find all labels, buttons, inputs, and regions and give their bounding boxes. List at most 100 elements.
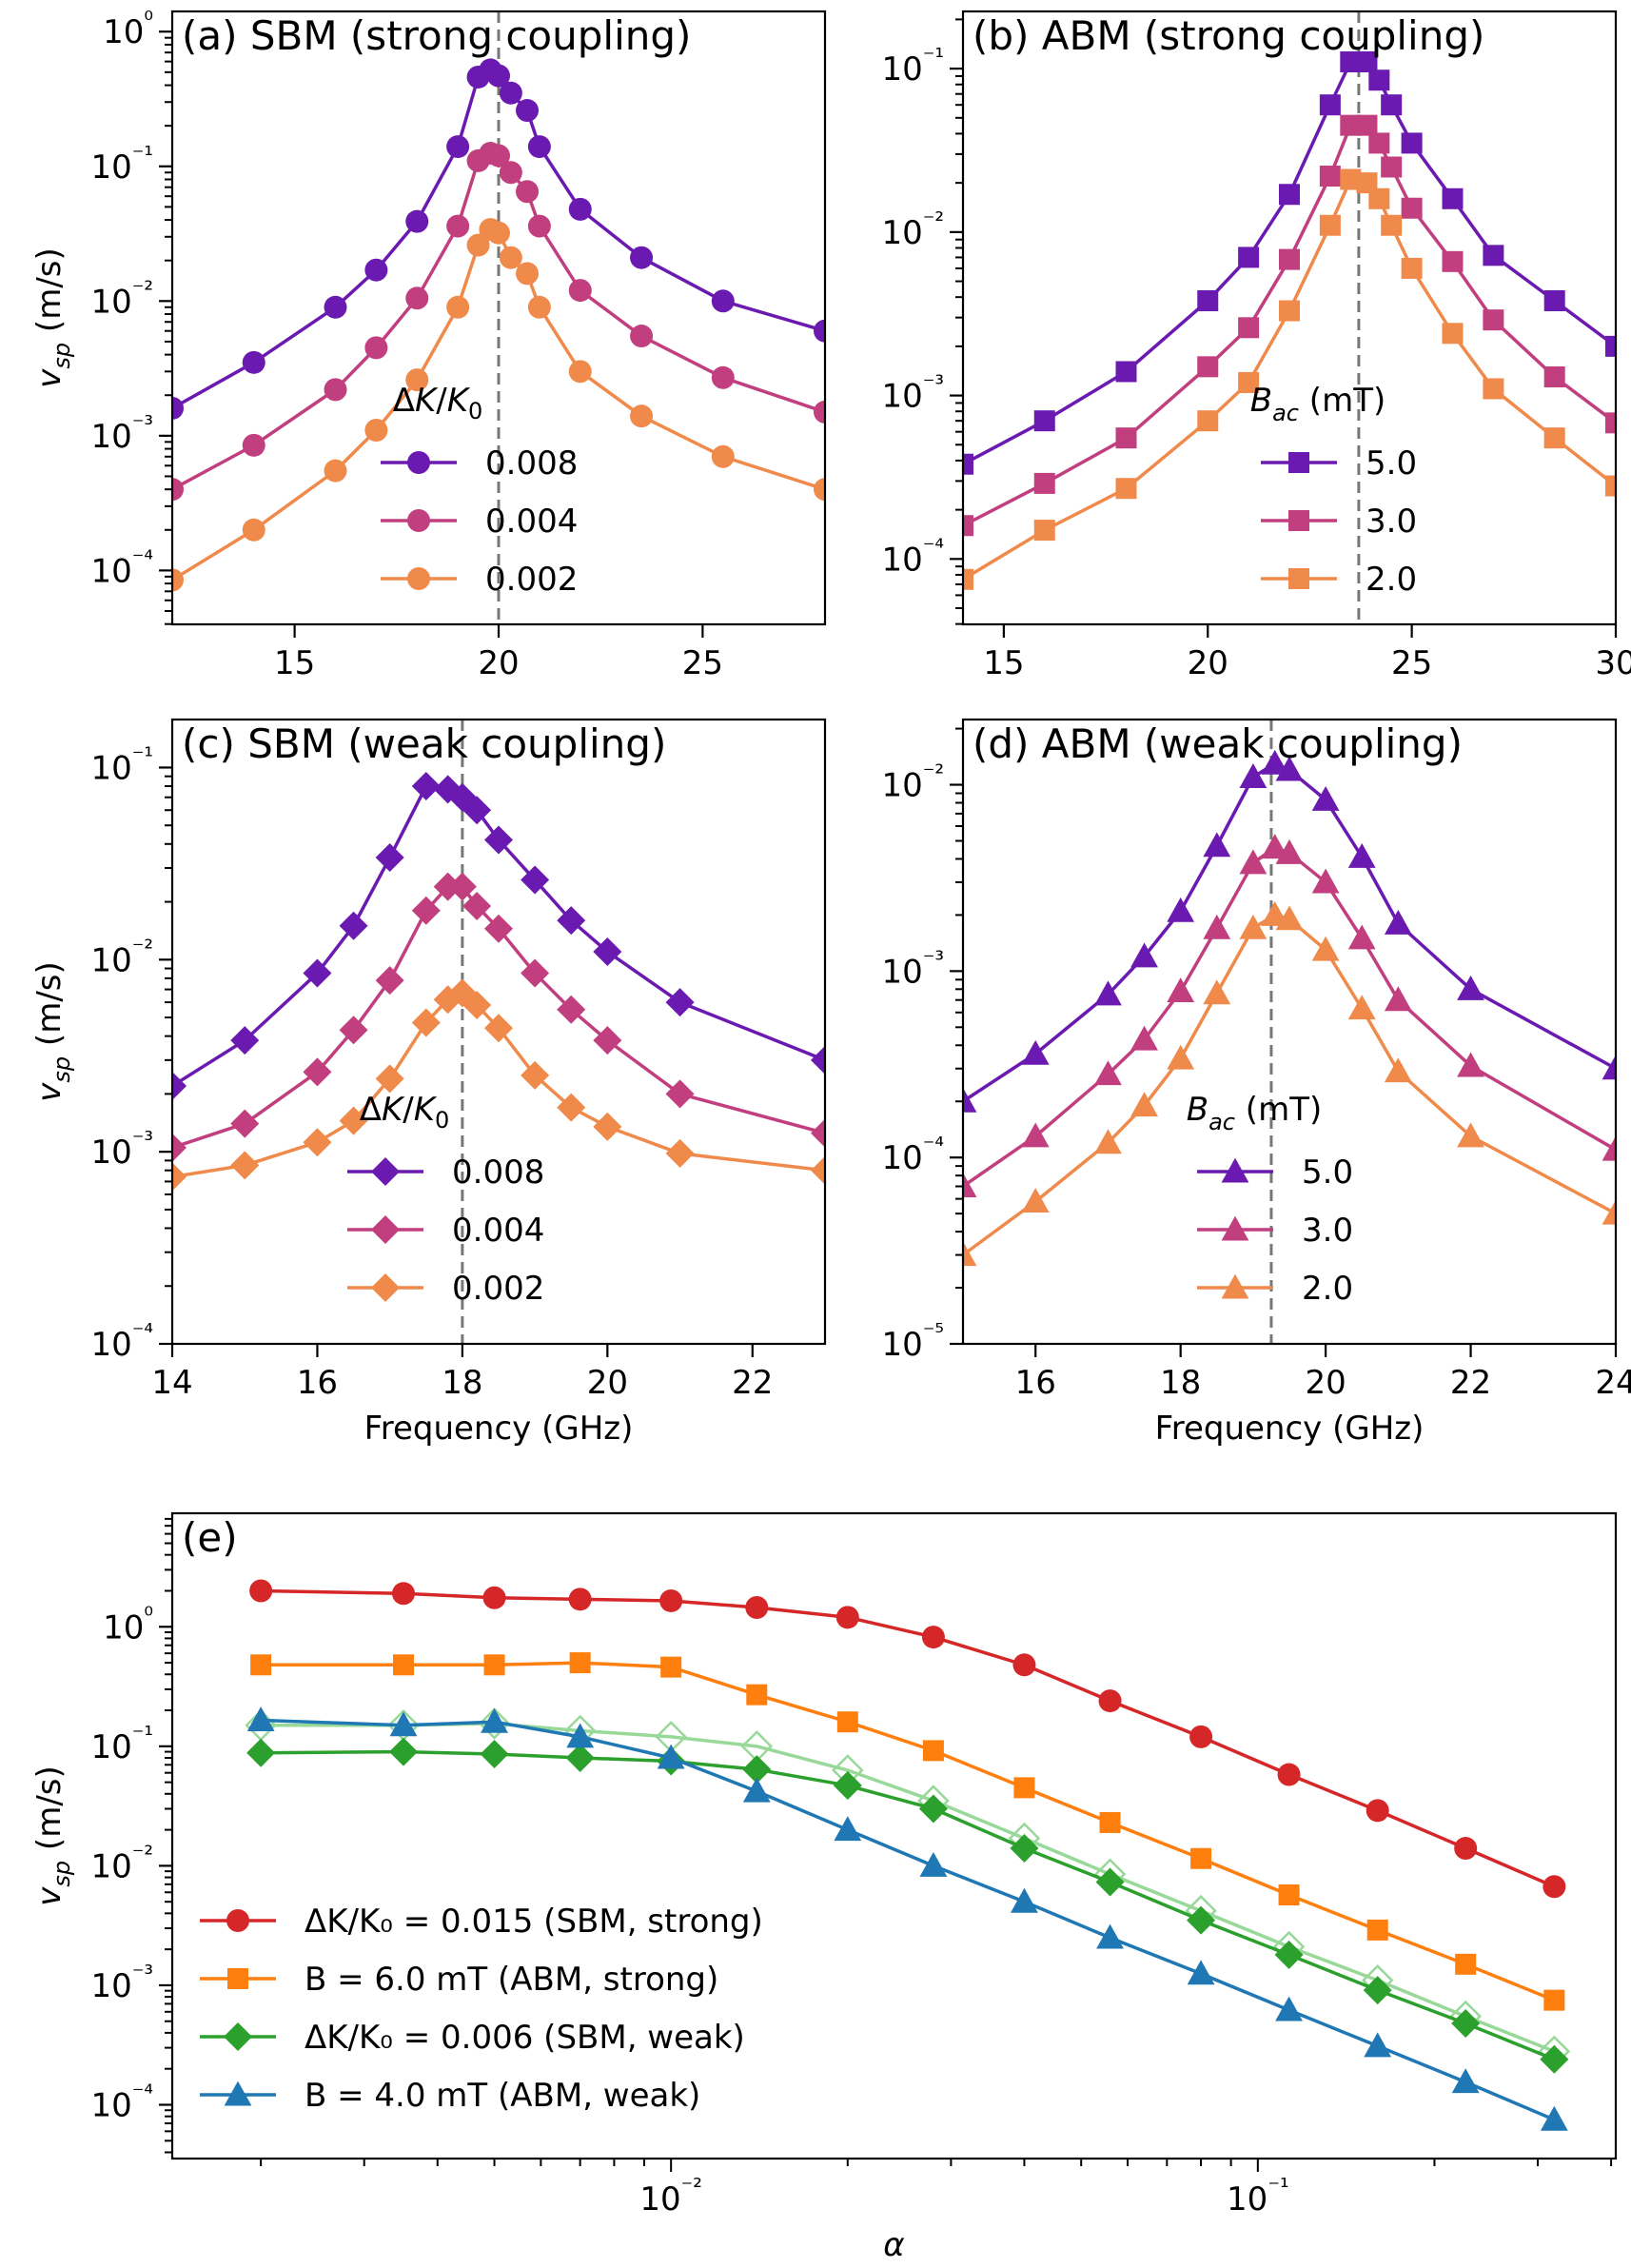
legend-marker <box>407 567 430 590</box>
data-point <box>1311 785 1340 811</box>
x-tick-label: 15 <box>983 644 1024 682</box>
data-point <box>466 233 490 257</box>
data-point <box>446 135 470 159</box>
y-axis-label: vsp (m/s) <box>30 961 75 1102</box>
data-point <box>339 911 368 940</box>
data-point <box>1189 1725 1213 1748</box>
series-1 <box>250 1652 1565 2011</box>
data-point <box>1130 1092 1158 1117</box>
data-point <box>1190 1847 1212 1869</box>
data-point <box>963 1087 977 1113</box>
data-point <box>1319 166 1341 187</box>
panel-title: (e) <box>182 1514 238 1561</box>
x-tick-label: 25 <box>1391 644 1432 682</box>
legend-label: 3.0 <box>1366 503 1417 541</box>
data-point <box>405 368 429 392</box>
series-line <box>963 913 1616 1256</box>
data-point <box>242 518 265 542</box>
data-point <box>411 772 441 801</box>
data-point <box>1602 1199 1616 1225</box>
data-point <box>242 433 265 457</box>
data-point <box>324 378 347 402</box>
data-point <box>484 825 513 855</box>
data-point <box>527 135 551 159</box>
data-point <box>1115 361 1137 383</box>
legend-title: Bac (mT) <box>1187 1091 1322 1135</box>
data-point <box>1197 356 1219 378</box>
data-point <box>1261 834 1289 859</box>
data-point <box>1483 378 1504 400</box>
data-point <box>746 1684 768 1706</box>
data-point <box>1095 1867 1125 1897</box>
x-tick-label: 24 <box>1595 1364 1631 1402</box>
legend-entry: 0.004 <box>347 1212 544 1250</box>
data-point <box>1454 1837 1478 1861</box>
y-tick-label: 10⁻⁴ <box>90 1319 153 1364</box>
legend-marker <box>1288 510 1309 531</box>
legend-marker <box>371 1273 400 1302</box>
legend-entry: ΔK/K₀ = 0.015 (SBM, strong) <box>200 1903 763 1941</box>
y-tick-label: 10⁻⁴ <box>881 534 944 579</box>
data-point <box>172 396 184 420</box>
data-point <box>1340 50 1362 72</box>
legend-marker <box>371 1215 400 1244</box>
x-tick-label: 22 <box>1450 1364 1491 1402</box>
data-point <box>1239 914 1267 939</box>
data-point <box>963 1241 977 1267</box>
data-point <box>1010 1834 1039 1864</box>
data-point <box>1011 1887 1038 1913</box>
y-tick-label: 10⁻³ <box>881 946 944 991</box>
axes-frame <box>961 718 1618 1346</box>
series-1 <box>172 142 825 502</box>
data-point <box>566 1723 595 1748</box>
data-point <box>303 1128 332 1157</box>
legend-entry: 0.004 <box>381 503 578 541</box>
data-point <box>1167 1044 1195 1070</box>
panel-title: (d) ABM (weak coupling) <box>973 720 1463 767</box>
data-point <box>499 246 522 269</box>
data-point <box>392 1582 416 1606</box>
data-point <box>1021 1039 1050 1065</box>
data-point <box>480 1740 509 1769</box>
data-point <box>1239 763 1267 788</box>
series-0 <box>963 50 1616 475</box>
data-point <box>1347 995 1376 1020</box>
data-point <box>1021 1188 1050 1213</box>
legend-entry: 5.0 <box>1197 1154 1353 1192</box>
panel-d: 10⁻⁵ 10⁻⁴ 10⁻³ 10⁻² 16 18 20 22 24 (d) ABM (weak … <box>881 718 1631 1448</box>
data-point <box>1543 427 1565 449</box>
series-1 <box>963 834 1616 1198</box>
x-tick-label: 30 <box>1595 644 1631 682</box>
series-2 <box>963 901 1616 1267</box>
data-point <box>1115 427 1137 449</box>
x-tick-label: 22 <box>732 1364 773 1402</box>
data-point <box>1319 94 1341 116</box>
data-point <box>659 1588 683 1612</box>
data-point <box>1278 1884 1300 1906</box>
data-point <box>487 64 510 88</box>
data-point <box>1275 1996 1303 2021</box>
data-point <box>364 258 388 282</box>
y-tick-label: 10⁻⁴ <box>90 2081 153 2125</box>
x-tick-label: 20 <box>1188 644 1228 682</box>
legend-label: 0.004 <box>485 503 578 541</box>
data-point <box>483 1654 505 1676</box>
data-point <box>1012 1653 1036 1677</box>
data-point <box>375 966 404 996</box>
series-line <box>261 1588 1556 1888</box>
data-point <box>230 1026 260 1055</box>
data-point <box>1366 1919 1388 1941</box>
data-point <box>1483 309 1504 331</box>
data-point <box>1187 1960 1215 1985</box>
plot-area <box>172 720 825 1344</box>
data-point <box>1187 1905 1216 1935</box>
legend-title: ΔK/K0 <box>393 382 483 424</box>
data-point <box>963 1173 977 1198</box>
data-point <box>963 453 973 475</box>
data-point <box>742 1777 771 1803</box>
data-point <box>324 459 347 483</box>
data-point <box>482 1586 506 1609</box>
data-point <box>630 246 654 269</box>
legend: Bac (mT) 5.0 3.0 2.0 <box>1187 1091 1353 1308</box>
series-line <box>963 845 1616 1188</box>
